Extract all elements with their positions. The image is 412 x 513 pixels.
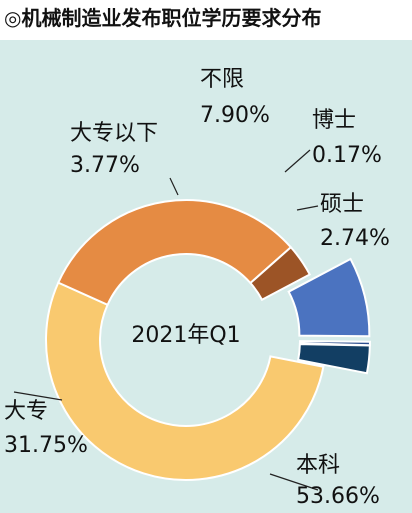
slice-label-name-4: 博士 xyxy=(312,108,356,133)
slice-2 xyxy=(249,245,312,302)
slice-label-name-2: 大专以下 xyxy=(70,121,158,146)
leader-line-5 xyxy=(296,205,319,211)
leader-line-1 xyxy=(13,391,63,401)
slice-3 xyxy=(287,257,371,338)
slice-label-value-4: 0.17% xyxy=(312,143,382,168)
leader-line-0 xyxy=(269,473,319,491)
slices-group xyxy=(45,199,372,481)
slice-label-value-1: 31.75% xyxy=(4,433,88,458)
slice-label-name-0: 本科 xyxy=(296,453,340,478)
leader-lines xyxy=(13,149,319,491)
slice-label-value-0: 53.66% xyxy=(296,484,380,509)
slice-label-value-5: 2.74% xyxy=(320,226,390,251)
slice-label-name-3: 不限 xyxy=(200,67,244,92)
slice-5 xyxy=(297,343,371,375)
slice-0 xyxy=(45,281,325,481)
center-label: 2021年Q1 xyxy=(131,323,240,348)
slice-1 xyxy=(56,199,293,307)
chart-title: ◎机械制造业发布职位学历要求分布 xyxy=(4,6,322,30)
slice-labels: 本科 53.66% 大专 31.75% 大专以下 3.77% 不限 7.90% 博士 0.17% 硕… xyxy=(4,67,390,509)
slice-label-name-5: 硕士 xyxy=(320,192,364,217)
slice-label-value-3: 7.90% xyxy=(200,103,270,128)
leader-line-2 xyxy=(169,177,179,196)
leader-line-4 xyxy=(284,149,311,173)
slice-4 xyxy=(298,340,372,347)
slice-label-value-2: 3.77% xyxy=(70,153,140,178)
slice-label-name-1: 大专 xyxy=(4,399,48,424)
